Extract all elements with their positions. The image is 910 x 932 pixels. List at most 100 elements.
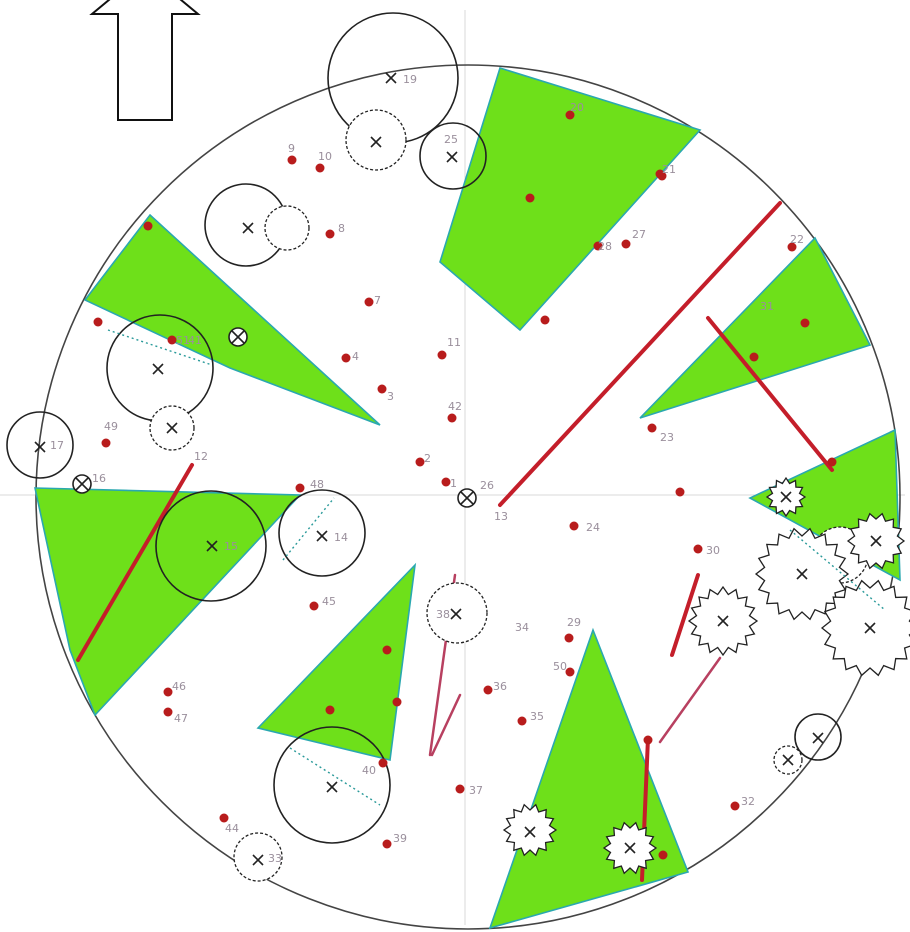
point-marker	[163, 687, 173, 697]
point-marker	[315, 163, 325, 173]
point-markers	[93, 110, 837, 860]
point-marker	[364, 297, 374, 307]
label-27: 27	[632, 228, 646, 241]
label-1: 1	[450, 477, 457, 490]
shrub-43	[233, 832, 283, 882]
green-zone-northwest	[83, 213, 381, 426]
label-22: 22	[790, 233, 804, 246]
tree-center-cross-icon	[446, 151, 458, 163]
tree-center-cross-icon	[206, 540, 218, 552]
point-marker	[382, 839, 392, 849]
point-marker	[341, 353, 351, 363]
label-40: 40	[362, 764, 376, 777]
label-47: 47	[174, 712, 188, 725]
label-50: 50	[553, 660, 567, 673]
point-marker	[325, 229, 335, 239]
point-marker	[517, 716, 527, 726]
pink-line-south-east	[658, 656, 722, 744]
label-38: 38	[436, 608, 450, 621]
green-zone-north	[439, 66, 702, 332]
green-zone-south-center	[256, 562, 417, 761]
label-39: 39	[393, 832, 407, 845]
label-26: 26	[480, 479, 494, 492]
label-51: 51	[176, 334, 190, 347]
tree-center-cross-icon	[316, 530, 328, 542]
point-marker	[392, 697, 402, 707]
point-marker	[800, 318, 810, 328]
tree-center-cross-icon	[385, 72, 397, 84]
point-marker	[540, 315, 550, 325]
point-marker	[593, 241, 603, 251]
label-15: 15	[224, 540, 238, 553]
tree-center-cross-icon	[370, 136, 382, 148]
point-marker	[565, 110, 575, 120]
point-marker	[219, 813, 229, 823]
point-marker	[569, 521, 579, 531]
point-marker	[167, 335, 177, 345]
label-14: 14	[334, 531, 348, 544]
point-marker	[565, 667, 575, 677]
tree-center-cross-icon	[717, 615, 729, 627]
label-10: 10	[318, 150, 332, 163]
red-line-long	[498, 201, 782, 507]
point-marker	[447, 413, 457, 423]
label-37: 37	[469, 784, 483, 797]
label-25: 25	[444, 133, 458, 146]
point-marker	[647, 423, 657, 433]
tree-center-cross-icon	[34, 441, 46, 453]
label-11: 11	[447, 336, 461, 349]
point-marker	[325, 705, 335, 715]
label-33: 33	[268, 852, 282, 865]
label-48: 48	[310, 478, 324, 491]
label-13: 13	[494, 510, 508, 523]
tree-center-cross-icon	[524, 826, 536, 838]
tree-center-cross-icon	[782, 754, 794, 766]
dotted-line	[789, 529, 886, 611]
green-zone-west	[34, 487, 302, 717]
point-marker	[93, 317, 103, 327]
green-zone-south	[488, 627, 690, 930]
point-marker	[437, 350, 447, 360]
point-marker	[382, 645, 392, 655]
tree-center-cross-icon	[864, 622, 876, 634]
circled-markers	[72, 327, 477, 508]
label-2: 2	[424, 452, 431, 465]
tree-center-cross-icon	[870, 535, 882, 547]
tree-center-marks	[34, 72, 882, 866]
circled-cross-icon	[457, 488, 477, 508]
point-marker	[377, 384, 387, 394]
label-28: 28	[598, 240, 612, 253]
point-marker	[827, 457, 837, 467]
label-29: 29	[567, 616, 581, 629]
label-21: 21	[662, 163, 676, 176]
label-46: 46	[172, 680, 186, 693]
circled-cross-icon	[72, 474, 92, 494]
tree-circle-14	[278, 489, 366, 577]
point-marker	[621, 239, 631, 249]
tree-center-cross-icon	[780, 491, 792, 503]
label-9: 9	[288, 142, 295, 155]
label-31: 31	[760, 300, 774, 313]
point-marker	[483, 685, 493, 695]
north-arrow-icon	[89, 0, 201, 121]
point-marker	[455, 784, 465, 794]
point-marker	[378, 758, 388, 768]
green-zone-east	[639, 236, 872, 419]
point-marker	[658, 850, 668, 860]
point-marker	[415, 457, 425, 467]
red-line-west	[76, 463, 194, 662]
conifer-icon	[820, 579, 910, 677]
tree-center-cross-icon	[624, 842, 636, 854]
label-30: 30	[706, 544, 720, 557]
tree-center-cross-icon	[252, 854, 264, 866]
point-marker	[101, 438, 111, 448]
point-marker	[163, 707, 173, 717]
site-boundary-circle	[35, 64, 901, 930]
label-17: 17	[50, 439, 64, 452]
number-labels: 1 2 3 4 7 8 9 10 11 12 13 14 15 16 17 19…	[50, 73, 804, 865]
point-marker	[309, 601, 319, 611]
circled-cross-icon	[228, 327, 248, 347]
label-32: 32	[741, 795, 755, 808]
label-7: 7	[374, 294, 381, 307]
